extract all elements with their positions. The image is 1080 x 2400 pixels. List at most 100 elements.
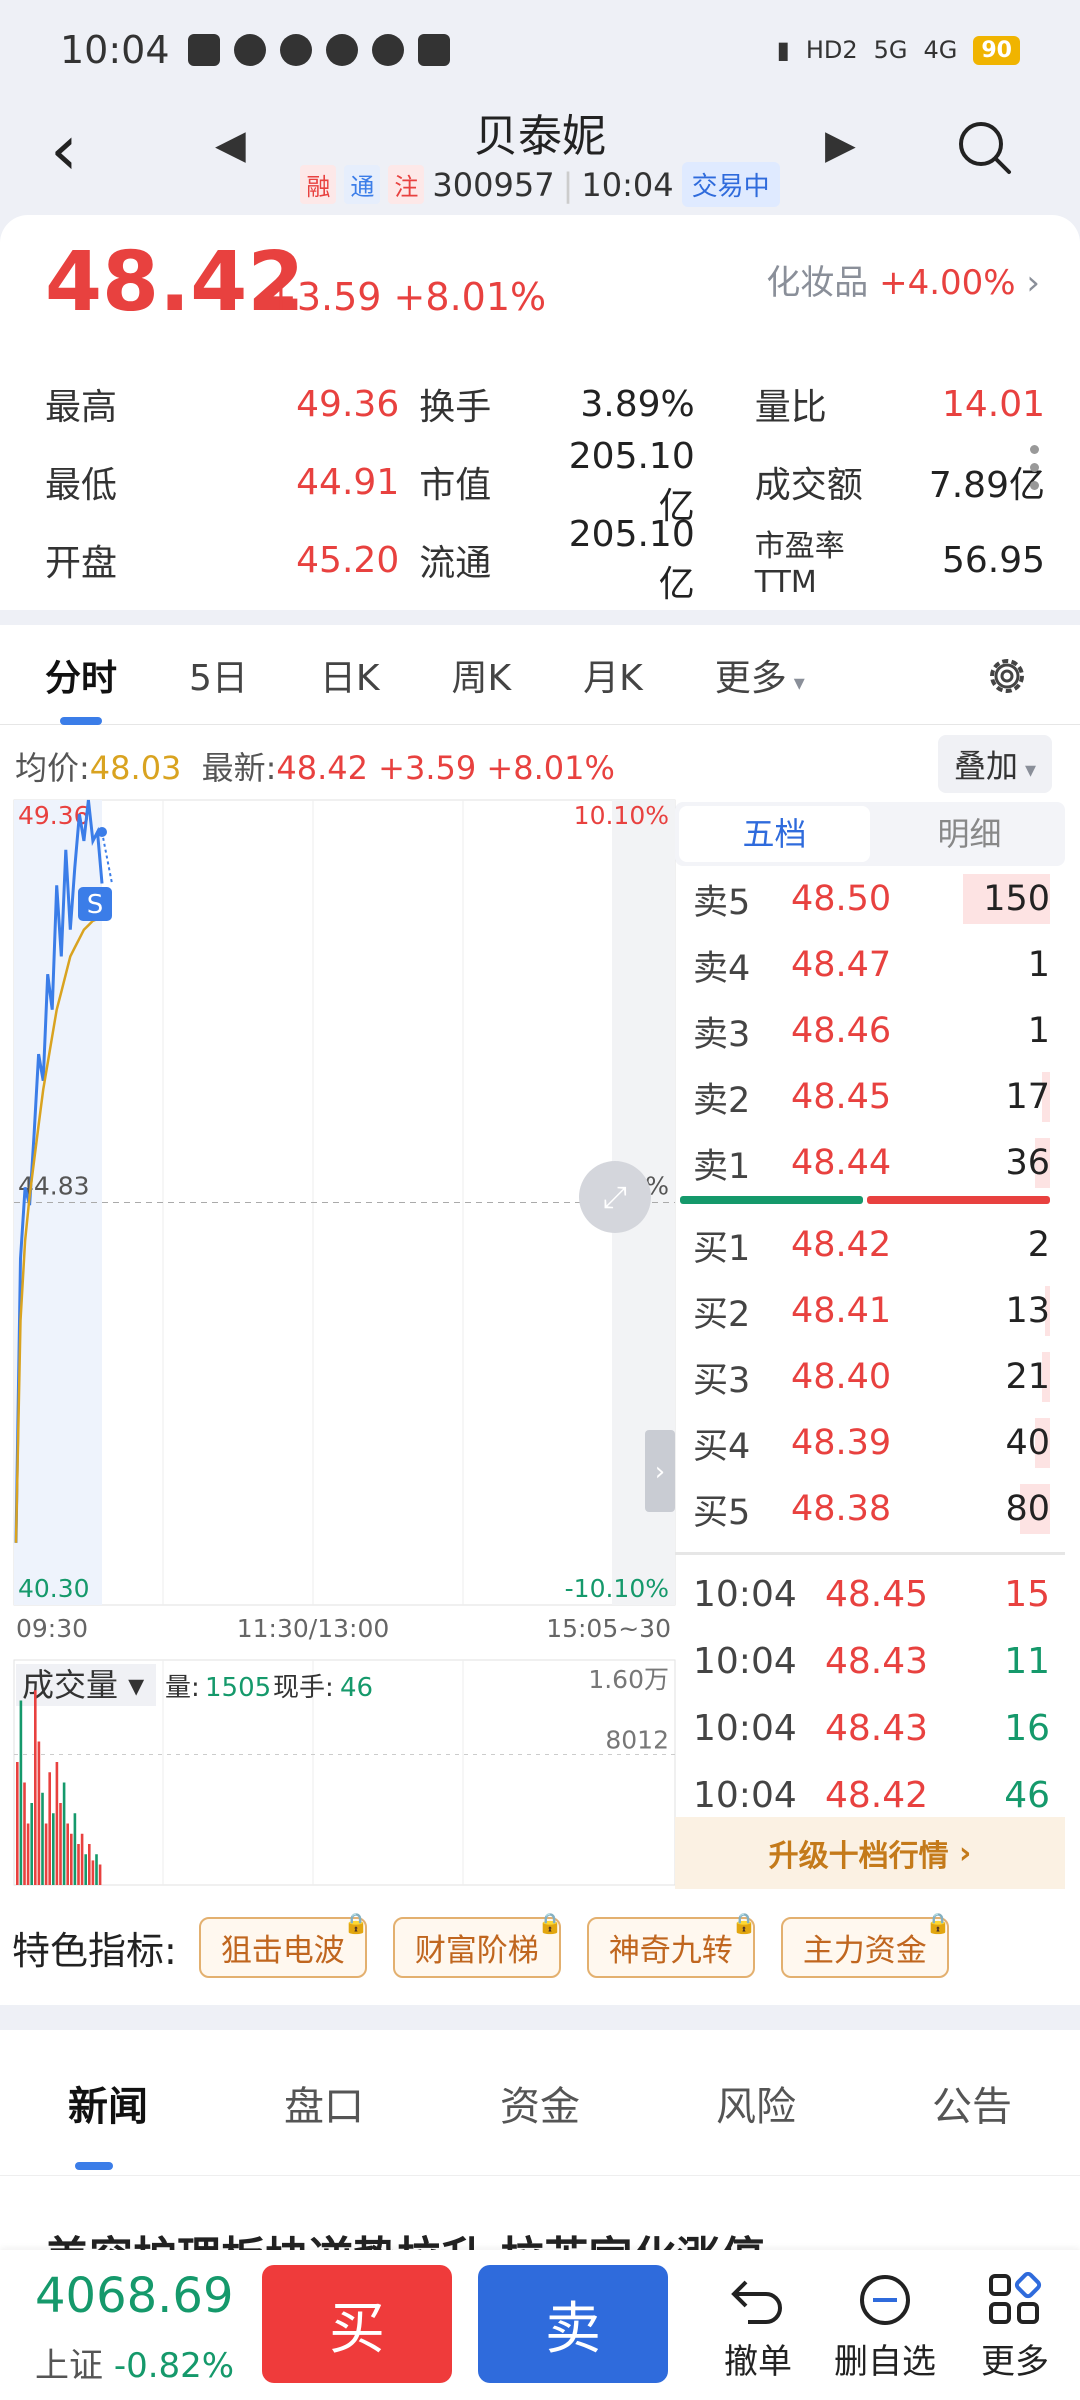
volume-bar bbox=[23, 1782, 26, 1885]
index-info[interactable]: 上证 -0.82% bbox=[35, 2338, 234, 2387]
volume-ratio-value: 14.01 bbox=[941, 383, 1045, 425]
bid-label: 买3 bbox=[693, 1360, 751, 1401]
latest-label: 最新: bbox=[201, 749, 277, 787]
tab-weekly-k[interactable]: 周K bbox=[451, 657, 512, 699]
tab-5day[interactable]: 5日 bbox=[189, 657, 248, 699]
overlay-button[interactable]: 叠加 ▾ bbox=[937, 735, 1052, 793]
price-change: +3.59 +8.01% bbox=[265, 275, 546, 319]
bid-row[interactable]: 买5 48.38 80 bbox=[675, 1476, 1065, 1542]
more-vertical-icon[interactable] bbox=[1030, 445, 1040, 499]
ask-row[interactable]: 卖5 48.50 150 bbox=[675, 866, 1065, 932]
tab-risk[interactable]: 风险 bbox=[716, 2083, 796, 2130]
gear-icon[interactable] bbox=[982, 651, 1032, 701]
ask-volume: 150 bbox=[983, 879, 1050, 919]
feature-wealth-ladder[interactable]: 财富阶梯 🔒 bbox=[392, 1911, 563, 1978]
y-tick-label: 40.30 bbox=[18, 1574, 90, 1603]
signal-4g-icon: 4G bbox=[923, 36, 958, 64]
tab-more-label: 更多 bbox=[714, 657, 787, 699]
feature-magic-nine[interactable]: 神奇九转 🔒 bbox=[586, 1911, 757, 1978]
sector-link[interactable]: 化妆品 +4.00% › bbox=[766, 255, 1040, 304]
ask-row[interactable]: 卖2 48.45 17 bbox=[675, 1064, 1065, 1130]
volume-bar bbox=[84, 1854, 87, 1885]
connect-tag: 通 bbox=[344, 165, 381, 204]
status-right: ▮ HD2 5G 4G 90 bbox=[777, 35, 1020, 65]
remove-watchlist-button[interactable]: 删自选 bbox=[820, 2272, 950, 2383]
stock-header: 贝泰妮 ‹ ◀ ▶ 融 通 注 300957 | 10:04 交易中 bbox=[0, 100, 1080, 210]
battery-icon: 90 bbox=[973, 35, 1020, 65]
ask-row[interactable]: 卖4 48.47 1 bbox=[675, 932, 1065, 998]
ask-volume: 36 bbox=[1005, 1143, 1050, 1183]
tick-row: 10:04 48.42 46 bbox=[675, 1762, 1065, 1829]
leaf-icon bbox=[279, 34, 312, 66]
stats-row: 最低 44.91 市值 205.10亿 成交额 7.89亿 bbox=[45, 436, 1045, 527]
float-cap-value: 205.10亿 bbox=[568, 513, 695, 605]
more-button[interactable]: 更多 bbox=[950, 2272, 1080, 2383]
cancel-order-label: 撤单 bbox=[724, 2342, 792, 2382]
tick-time: 10:04 bbox=[693, 1708, 797, 1749]
tab-intraday[interactable]: 分时 bbox=[45, 649, 117, 725]
upgrade-level10-button[interactable]: 升级十档行情 › bbox=[675, 1817, 1065, 1889]
tab-more[interactable]: 更多 ▾ bbox=[715, 649, 805, 701]
signal-5g-icon: 5G bbox=[873, 36, 908, 64]
next-stock-icon[interactable]: ▶ bbox=[825, 122, 856, 168]
chevron-right-icon: › bbox=[959, 1835, 972, 1871]
bid-row[interactable]: 买2 48.41 13 bbox=[675, 1278, 1065, 1344]
tab-news[interactable]: 新闻 bbox=[0, 2074, 216, 2170]
volume-bar bbox=[41, 1792, 44, 1885]
volume-qty-value: 1505 bbox=[205, 1673, 271, 1703]
ask-row[interactable]: 卖1 48.44 36 bbox=[675, 1130, 1065, 1196]
ask-volume: 1 bbox=[1027, 1011, 1050, 1051]
caret-down-icon: ▾ bbox=[1017, 758, 1036, 783]
open-value: 45.20 bbox=[296, 539, 400, 581]
tab-detail[interactable]: 明细 bbox=[937, 815, 1002, 853]
volume-bar bbox=[19, 1700, 23, 1885]
sell-signal-badge bbox=[78, 887, 112, 921]
back-chevron-icon[interactable]: ‹ bbox=[50, 109, 78, 191]
sell-button[interactable]: 卖 bbox=[478, 2265, 668, 2383]
bid-price: 48.42 bbox=[791, 1225, 892, 1265]
ask-price: 48.50 bbox=[791, 879, 892, 919]
volume-bar bbox=[73, 1813, 77, 1885]
volume-bar bbox=[1045, 1286, 1050, 1336]
volume-bar bbox=[62, 1782, 66, 1885]
cancel-order-button[interactable]: 撤单 bbox=[693, 2272, 823, 2383]
volume-max-label: 1.60万 bbox=[588, 1665, 669, 1694]
pct-tick-label: -10.10% bbox=[565, 1574, 669, 1603]
feature-label: 财富阶梯 bbox=[414, 1933, 539, 1969]
feature-title: 特色指标: bbox=[12, 1929, 177, 1973]
tab-handicap[interactable]: 盘口 bbox=[284, 2083, 364, 2130]
volume-bar bbox=[95, 1854, 98, 1885]
market-cap-label: 市值 bbox=[419, 465, 492, 506]
volume-bar bbox=[1042, 1072, 1050, 1122]
ask-row[interactable]: 卖3 48.46 1 bbox=[675, 998, 1065, 1064]
volume-bar bbox=[37, 1741, 41, 1885]
low-value: 44.91 bbox=[296, 461, 400, 503]
stock-name: 贝泰妮 bbox=[474, 111, 606, 162]
news-item[interactable]: 美容护理板块逆势拉升 拉芙家化涨停 bbox=[0, 2175, 1080, 2255]
intraday-chart[interactable]: 49.3644.8340.3010.10%0.00%-10.10%09:3011… bbox=[0, 725, 1080, 1890]
chart-info-bar: 均价:48.03 最新:48.42 +3.59 +8.01% bbox=[15, 743, 615, 789]
more-label: 更多 bbox=[981, 2342, 1049, 2382]
tab-level5[interactable]: 五档 bbox=[679, 806, 870, 862]
overlay-label: 叠加 bbox=[953, 747, 1018, 785]
quote-stats: 最高 49.36 换手 3.89% 量比 14.01 最低 44.91 市值 2… bbox=[45, 365, 1045, 605]
float-cap-label: 流通 bbox=[419, 543, 492, 584]
index-value[interactable]: 4068.69 bbox=[35, 2268, 234, 2324]
feature-main-funds[interactable]: 主力资金 🔒 bbox=[780, 1911, 951, 1978]
bid-row[interactable]: 买3 48.40 21 bbox=[675, 1344, 1065, 1410]
buy-button[interactable]: 买 bbox=[262, 2265, 452, 2383]
search-icon[interactable] bbox=[955, 118, 1015, 178]
order-book-tabs: 五档 明细 bbox=[675, 802, 1065, 866]
volume-bar bbox=[91, 1860, 95, 1885]
undo-icon bbox=[731, 2280, 782, 2324]
bid-row[interactable]: 买1 48.42 2 bbox=[675, 1212, 1065, 1278]
volume-bar bbox=[52, 1813, 55, 1885]
tab-funds[interactable]: 资金 bbox=[500, 2083, 580, 2130]
prev-stock-icon[interactable]: ◀ bbox=[215, 122, 246, 168]
feature-sniper-wave[interactable]: 狙击电波 🔒 bbox=[198, 1911, 369, 1978]
tab-monthly-k[interactable]: 月K bbox=[583, 657, 643, 699]
quote-time: 10:04 bbox=[581, 165, 674, 204]
tab-daily-k[interactable]: 日K bbox=[319, 657, 380, 699]
bid-row[interactable]: 买4 48.39 40 bbox=[675, 1410, 1065, 1476]
tab-announcement[interactable]: 公告 bbox=[932, 2083, 1012, 2130]
